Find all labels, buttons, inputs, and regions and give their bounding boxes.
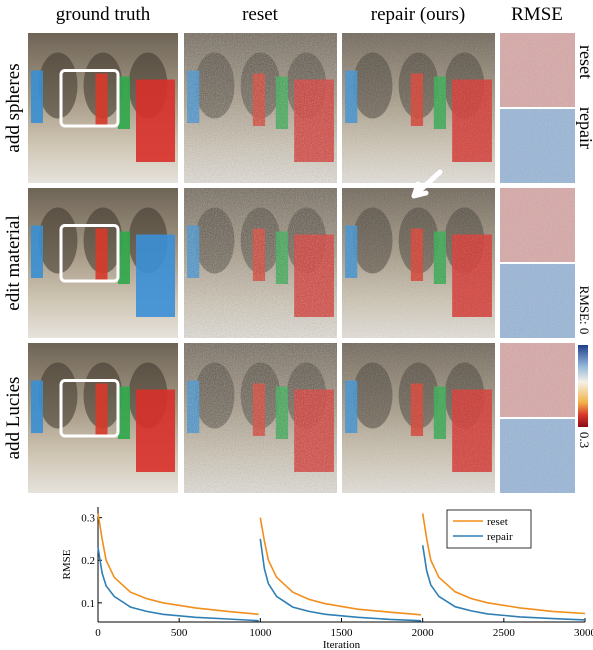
banner (31, 381, 43, 434)
image (342, 343, 495, 493)
x-tick-label: 0 (95, 627, 101, 639)
rmse-noise (500, 343, 575, 417)
noise (342, 188, 495, 338)
arch (39, 363, 78, 429)
chart: 0.1 0.2 0.3 0 500 1000 1500 2000 2500 3000 Iterati… (61, 507, 593, 650)
banner (118, 387, 130, 440)
arch (39, 53, 78, 119)
banner (96, 384, 108, 437)
image (184, 188, 337, 338)
banner (96, 229, 108, 282)
image (342, 33, 495, 183)
image (184, 343, 337, 493)
banner (118, 77, 130, 130)
noise (184, 343, 337, 493)
column-header: reset (242, 4, 279, 25)
banner (118, 232, 130, 285)
colorbar-low: RMSE: 0 (577, 286, 592, 335)
colorbar-high: 0.3 (577, 432, 592, 448)
rmse-noise (500, 109, 575, 183)
y-tick-label: 0.1 (81, 598, 95, 610)
row-label: edit material (3, 215, 24, 310)
legend-label: reset (487, 516, 508, 528)
rmse-noise (500, 188, 575, 262)
noise (342, 343, 495, 493)
arch (39, 208, 78, 274)
rmse-repair-label: repair (576, 107, 593, 149)
image (28, 188, 178, 338)
banner (31, 226, 43, 279)
rmse-noise (500, 264, 575, 338)
legend-label: repair (487, 531, 513, 543)
banner (96, 74, 108, 127)
banner (31, 71, 43, 124)
banner (136, 80, 175, 163)
x-tick-label: 1000 (249, 627, 272, 639)
image (342, 188, 495, 338)
x-tick-label: 2000 (412, 627, 435, 639)
line-series (98, 539, 585, 621)
rmse-noise (500, 419, 575, 493)
x-tick-label: 3000 (574, 627, 593, 639)
figure: ground truth reset repair (ours) RMSE add sp… (0, 0, 593, 650)
y-axis-label: RMSE (61, 549, 73, 579)
banner (136, 390, 175, 473)
column-header: RMSE (511, 4, 563, 25)
y-tick-label: 0.2 (81, 555, 95, 567)
noise (184, 188, 337, 338)
column-header: ground truth (56, 4, 151, 25)
y-tick-label: 0.3 (81, 513, 95, 525)
rmse-noise (500, 33, 575, 107)
banner (136, 235, 175, 318)
noise (184, 33, 337, 183)
image-grid: ground truth reset repair (ours) RMSE add sp… (3, 4, 593, 493)
rmse-reset-label: reset (576, 45, 593, 79)
x-tick-label: 500 (171, 627, 188, 639)
row-label: add spheres (3, 63, 24, 152)
x-tick-label: 1500 (331, 627, 354, 639)
colorbar (578, 345, 588, 427)
image (28, 343, 178, 493)
row-label: add Lucies (3, 377, 24, 460)
x-axis-label: Iteration (323, 639, 361, 650)
column-header: repair (ours) (371, 4, 465, 25)
noise (342, 33, 495, 183)
image (184, 33, 337, 183)
x-tick-label: 2500 (493, 627, 516, 639)
image (28, 33, 178, 183)
